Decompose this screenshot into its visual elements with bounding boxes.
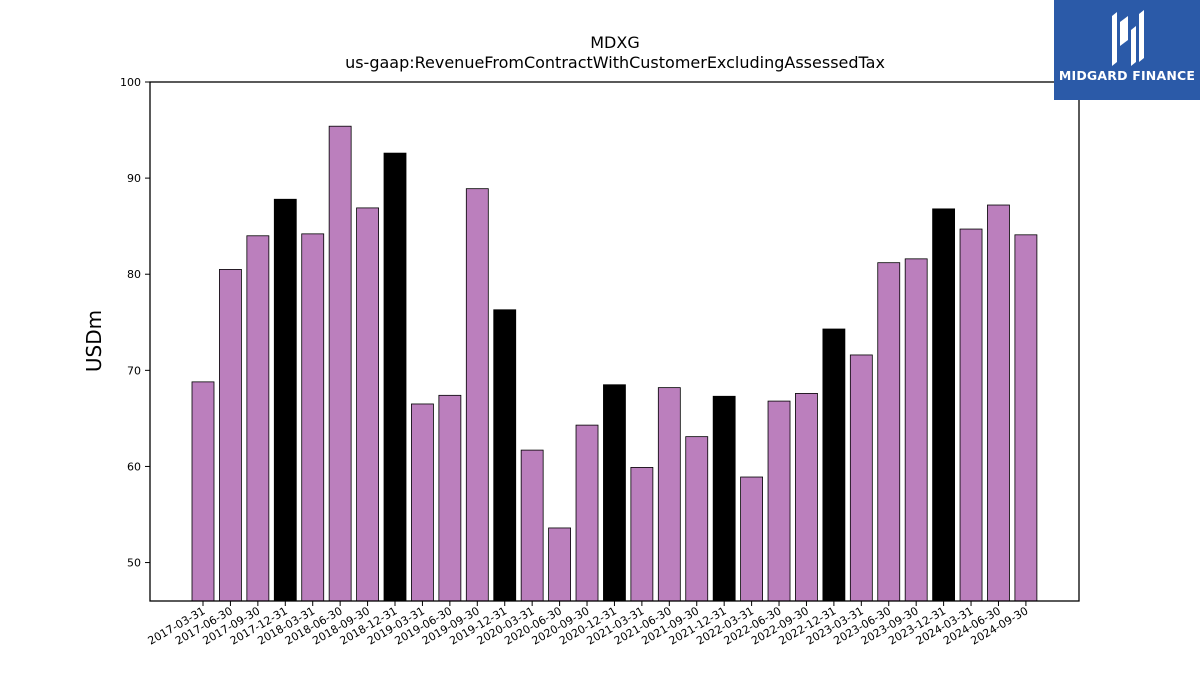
bar-2021-03-31 [630,467,654,602]
y-axis-label: USDm [82,310,106,372]
bar-2017-06-30 [219,269,242,602]
bar-2020-03-31 [520,449,544,602]
logo-text: MIDGARD FINANCE [1058,68,1196,83]
bar-2018-09-30 [356,207,379,602]
chart-subtitle: us-gaap:RevenueFromContractWithCustomerE… [345,53,885,72]
bar-2017-09-30 [246,235,270,602]
bar-2019-03-31 [411,403,434,602]
x-axis-ticks: 2017-03-312017-06-302017-09-302017-12-31… [146,601,1030,648]
bar-2024-06-30 [987,204,1010,602]
bar-2022-06-30 [767,400,791,602]
midgard-finance-logo: MIDGARD FINANCE [1054,0,1200,100]
bar-2023-03-31 [849,354,873,602]
bar-2022-09-30 [795,392,818,602]
bar-2021-06-30 [657,387,681,602]
bar-2021-09-30 [685,436,709,602]
bar-2023-09-30 [904,258,928,602]
bar-2023-06-30 [877,262,901,602]
y-tick-label: 90 [127,172,141,185]
plot-frame [149,81,1080,602]
chart-title: MDXG [590,33,639,52]
bar-2018-03-31 [301,233,325,602]
bar-2019-06-30 [438,394,462,602]
bar-2024-03-31 [959,228,983,602]
bar-2021-12-31 [712,395,736,602]
bar-2017-03-31 [191,381,215,602]
bar-2018-06-30 [328,125,352,602]
y-tick-label: 60 [127,460,141,473]
bar-2020-09-30 [575,424,599,602]
bar-2019-12-31 [493,309,517,602]
bar-2022-12-31 [822,328,846,602]
bar-2018-12-31 [383,152,407,602]
bar-2019-09-30 [465,188,489,602]
bar-2022-03-31 [740,476,763,602]
bar-2024-09-30 [1014,234,1038,602]
bar-2020-12-31 [603,384,626,602]
y-tick-label: 70 [127,364,141,377]
bar-2020-06-30 [548,527,571,602]
bar-2017-12-31 [273,198,297,602]
y-tick-label: 100 [120,76,141,89]
bars-group [191,125,1038,602]
bar-2023-12-31 [932,208,956,602]
y-axis-ticks: 50 60 70 80 90 100 [120,76,150,570]
y-tick-label: 80 [127,268,141,281]
logo-mark-icon [1112,10,1144,66]
y-tick-label: 50 [127,557,141,570]
